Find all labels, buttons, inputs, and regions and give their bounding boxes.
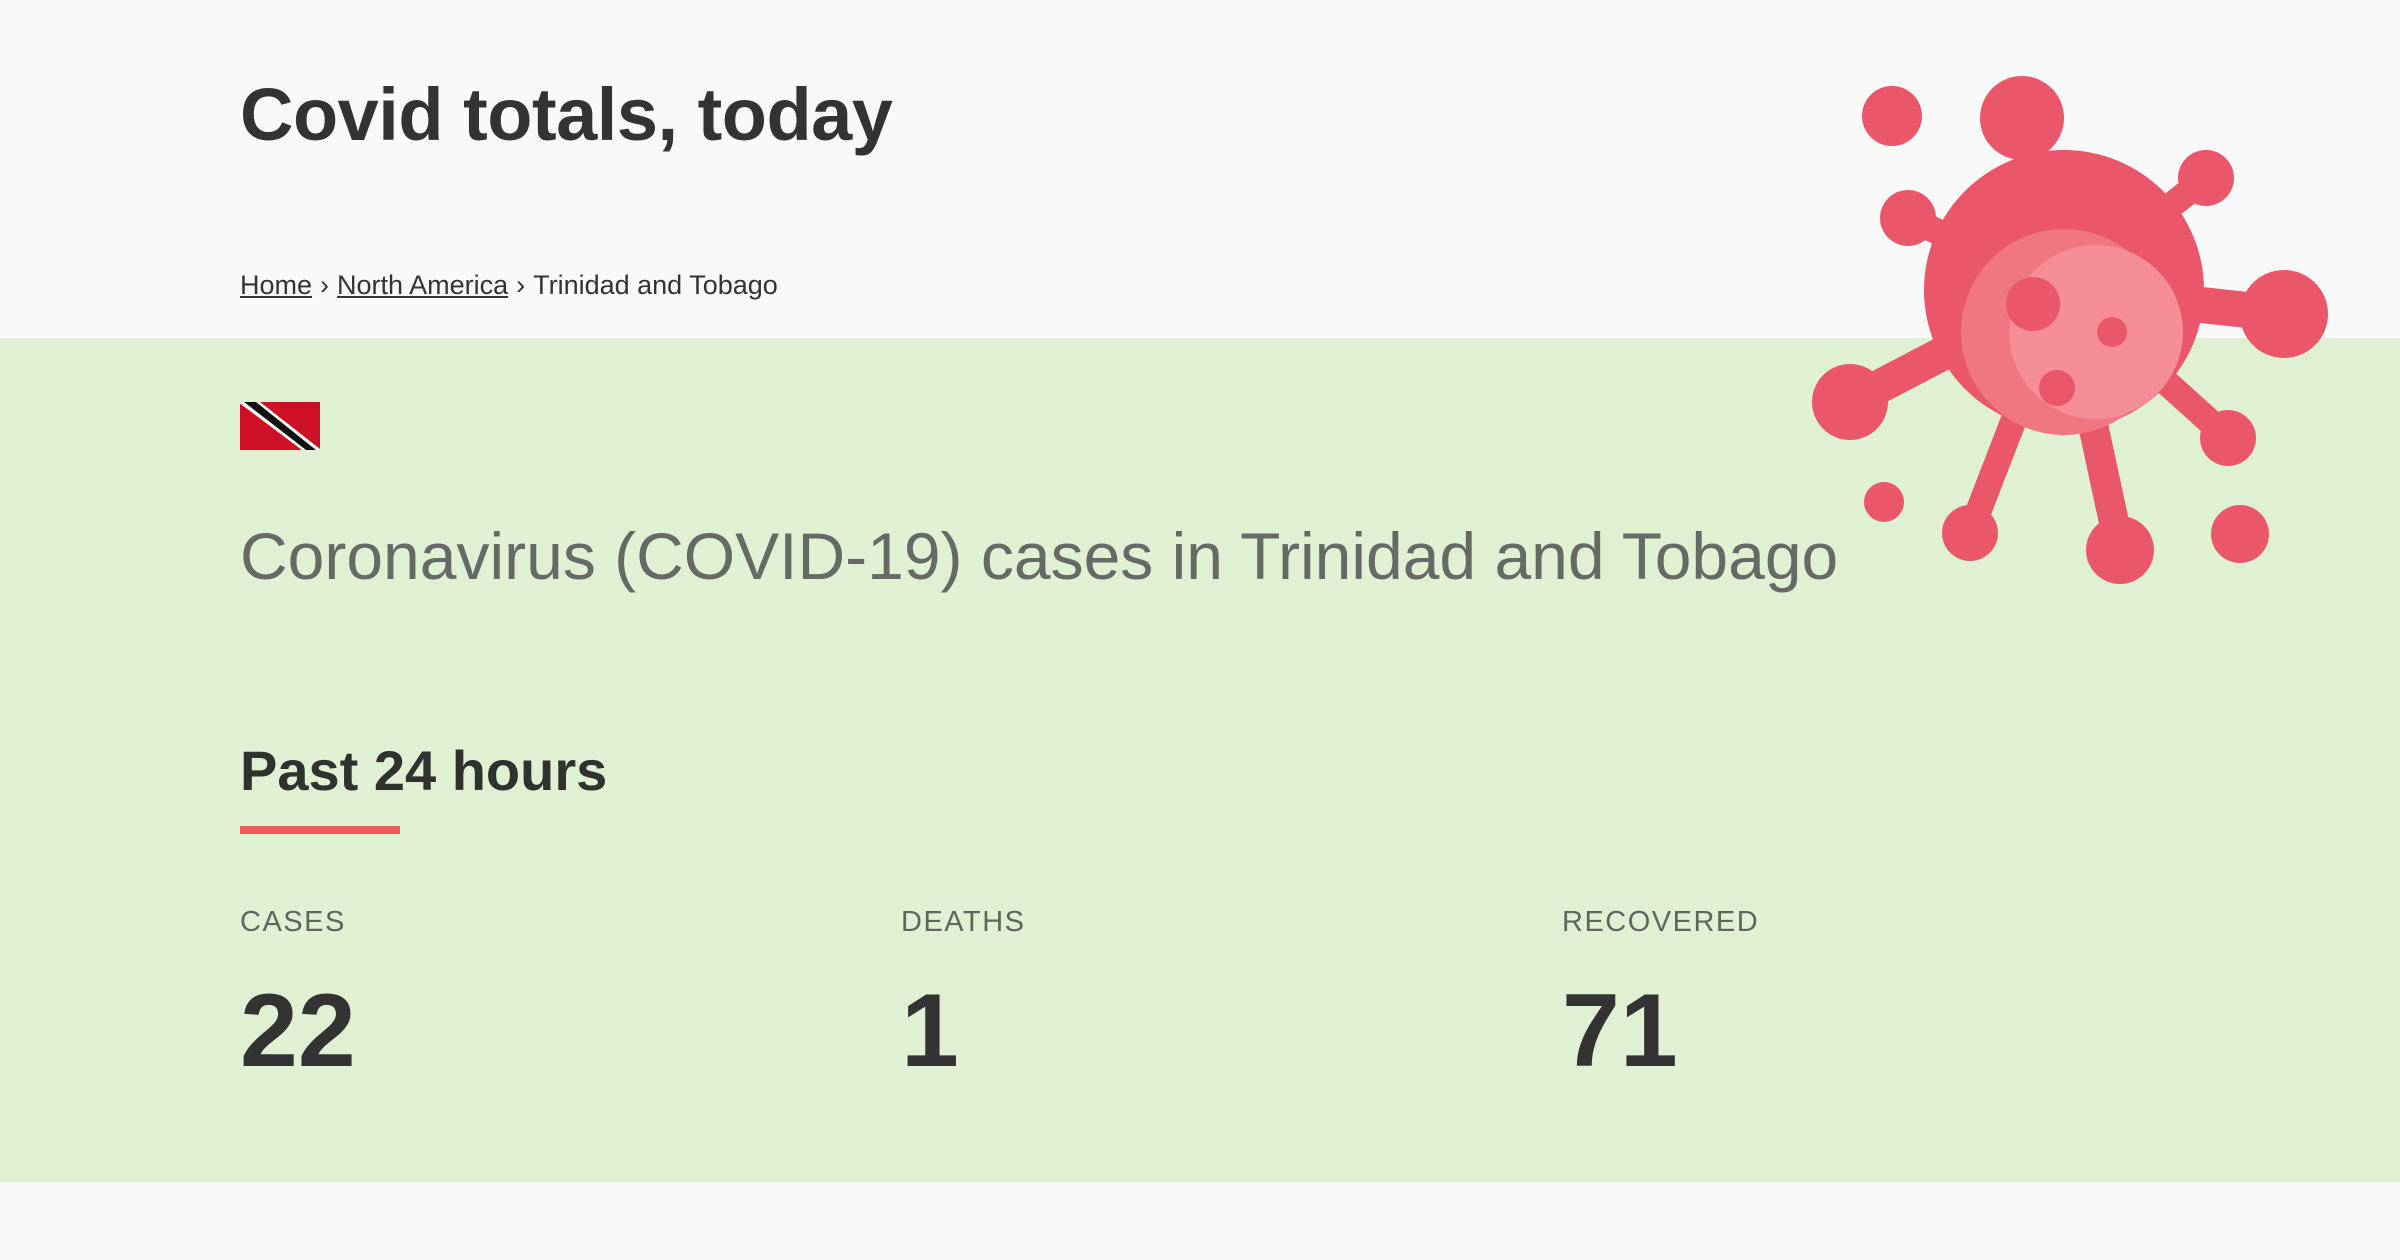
- heading-underline: [240, 826, 400, 834]
- stat-recovered: RECOVERED 71: [1562, 906, 2162, 1083]
- breadcrumb-separator: ›: [320, 270, 330, 300]
- site-title: Covid totals, today: [240, 73, 893, 156]
- stat-value: 1: [901, 973, 959, 1089]
- breadcrumb-home-link[interactable]: Home: [240, 270, 313, 300]
- stat-value: 22: [240, 973, 356, 1089]
- page-footer: [0, 1182, 2400, 1260]
- stat-value: 71: [1562, 973, 1678, 1089]
- coronavirus-illustration-icon: [1812, 76, 2328, 584]
- trinidad-and-tobago-flag-icon: [240, 402, 320, 450]
- stat-label: DEATHS: [901, 906, 1026, 938]
- breadcrumb-current: Trinidad and Tobago: [533, 270, 778, 300]
- stat-label: RECOVERED: [1562, 906, 1760, 938]
- breadcrumb-region-link[interactable]: North America: [337, 270, 509, 300]
- breadcrumb: Home › North America › Trinidad and Tobago: [240, 270, 778, 301]
- stat-deaths: DEATHS 1: [901, 906, 1501, 1083]
- country-heading: Coronavirus (COVID-19) cases in Trinidad…: [240, 519, 1839, 593]
- past-24-hours-heading: Past 24 hours: [240, 739, 608, 802]
- breadcrumb-separator: ›: [516, 270, 526, 300]
- stat-cases: CASES 22: [240, 906, 840, 1083]
- stat-label: CASES: [240, 906, 346, 938]
